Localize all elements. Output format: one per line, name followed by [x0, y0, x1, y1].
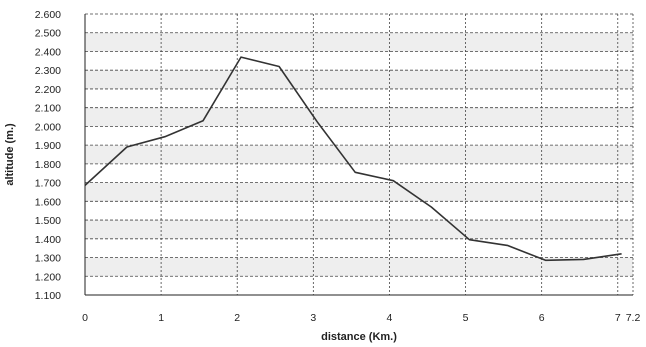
plot-band: [85, 182, 633, 202]
x-tick-label: 0: [82, 312, 88, 324]
y-tick-label: 2.500: [35, 28, 61, 40]
y-tick-label: 2.400: [35, 46, 61, 58]
y-tick-label: 1.800: [35, 159, 61, 171]
grid-lines: [85, 13, 634, 295]
x-tick-label: 1: [158, 312, 164, 324]
y-axis-title: altitude (m.): [4, 123, 16, 186]
y-tick-label: 2.000: [35, 121, 61, 133]
y-tick-label: 1.600: [35, 196, 61, 208]
axes: [84, 14, 633, 296]
plot-band: [85, 70, 633, 89]
x-axis-title: distance (Km.): [321, 331, 397, 343]
y-tick-label: 2.200: [35, 84, 61, 96]
y-tick-label: 1.700: [35, 178, 61, 190]
x-tick-label: 7: [615, 312, 621, 324]
x-tick-labels: 0 1 2 3 4 5 6 7 7.2: [82, 312, 640, 324]
y-tick-label: 1.200: [35, 271, 61, 283]
plot-band: [85, 107, 633, 127]
y-tick-label: 1.900: [35, 140, 61, 152]
y-tick-label: 1.400: [35, 234, 61, 246]
y-tick-label: 1.100: [35, 290, 61, 302]
altitude-line: [84, 56, 622, 262]
y-tick-label: 2.600: [35, 9, 61, 21]
plot-band: [85, 145, 633, 164]
plot-bands: [85, 32, 633, 277]
y-tick-label: 1.500: [35, 215, 61, 227]
y-tick-label: 2.100: [35, 103, 61, 115]
x-tick-label: 6: [539, 312, 545, 324]
plot-band: [85, 220, 633, 239]
series-layer: [84, 56, 622, 262]
x-tick-label: 5: [463, 312, 469, 324]
y-tick-label: 2.300: [35, 65, 61, 77]
x-tick-label: 3: [310, 312, 316, 324]
plot-band: [85, 257, 633, 277]
x-tick-label: 7.2: [626, 312, 641, 324]
y-tick-label: 1.300: [35, 253, 61, 265]
x-tick-label: 4: [387, 312, 393, 324]
y-tick-labels: 1.100 1.200 1.300 1.400 1.500 1.600 1.700 1.800…: [35, 9, 61, 302]
plot-band: [85, 32, 633, 52]
x-tick-label: 2: [234, 312, 240, 324]
